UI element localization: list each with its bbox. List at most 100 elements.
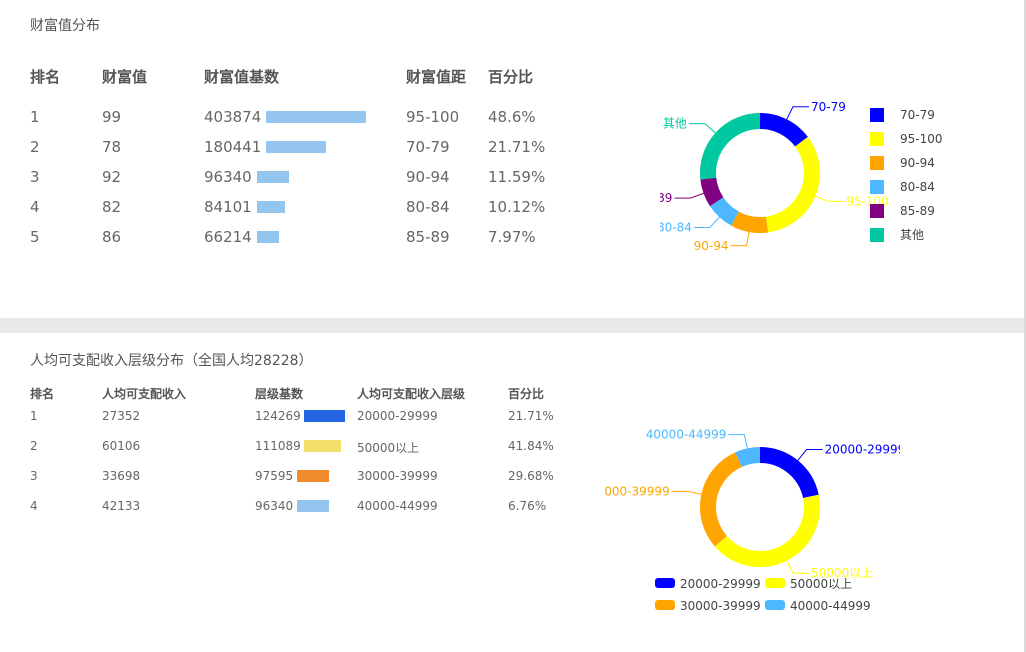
legend-label[interactable]: 50000以上	[790, 577, 852, 591]
legend-swatch[interactable]	[870, 108, 884, 122]
donut-slice[interactable]	[709, 196, 740, 226]
header-level: 人均可支配收入层级	[357, 387, 466, 401]
legend-swatch[interactable]	[765, 600, 785, 610]
legend-swatch[interactable]	[870, 180, 884, 194]
base-cell: 66214	[204, 228, 252, 246]
donut-slice[interactable]	[735, 447, 761, 468]
table-row: 2 78 180441 70-79 21.71%	[30, 138, 590, 168]
donut-slice[interactable]	[700, 177, 724, 207]
legend-swatch[interactable]	[765, 578, 785, 588]
range-cell: 70-79	[406, 138, 450, 156]
donut-slice[interactable]	[759, 113, 808, 147]
header-base: 财富值基数	[204, 68, 280, 86]
value-cell: 86	[102, 228, 122, 246]
legend-label[interactable]: 85-89	[900, 204, 935, 218]
pct-cell: 10.12%	[488, 198, 546, 216]
level-cell: 20000-29999	[357, 409, 438, 423]
header-rank: 排名	[30, 387, 55, 401]
header-range: 财富值距	[406, 68, 467, 86]
legend-label[interactable]: 80-84	[900, 180, 935, 194]
legend-swatch[interactable]	[655, 578, 675, 588]
table-row: 3 92 96340 90-94 11.59%	[30, 168, 590, 198]
base-cell: 84101	[204, 198, 252, 216]
income-panel: 人均可支配收入层级分布（全国人均28228） 排名 人均可支配收入 层级基数 人…	[0, 333, 1024, 652]
slice-label: 50000以上	[811, 566, 873, 580]
legend-swatch[interactable]	[655, 600, 675, 610]
legend-label[interactable]: 90-94	[900, 156, 935, 170]
donut-slice[interactable]	[700, 113, 761, 180]
header-pct: 百分比	[488, 68, 534, 86]
base-bar	[257, 231, 279, 243]
table-row: 4 42133 96340 40000-44999 6.76%	[30, 499, 590, 529]
wealth-title: 财富值分布	[30, 18, 100, 34]
donut-slice[interactable]	[714, 494, 820, 567]
slice-leader-line	[786, 560, 810, 574]
donut-slice[interactable]	[765, 136, 820, 233]
income-donut-chart: 20000-29999 50000以上 000-39999 40000-44999 20…	[604, 428, 900, 613]
slice-label: 85-89	[660, 191, 672, 205]
base-cell: 403874	[204, 108, 262, 126]
donut-slice[interactable]	[759, 447, 819, 499]
base-cell: 124269	[255, 409, 301, 423]
base-cell: 180441	[204, 138, 262, 156]
slice-label: 70-79	[811, 100, 846, 114]
range-cell: 85-89	[406, 228, 450, 246]
legend-label[interactable]: 40000-44999	[790, 599, 871, 613]
level-cell: 30000-39999	[357, 469, 438, 483]
table-row: 2 60106 111089 50000以上 41.84%	[30, 439, 590, 469]
income-cell: 42133	[102, 499, 141, 513]
slice-leader-line	[728, 434, 748, 449]
legend-label[interactable]: 30000-39999	[680, 599, 761, 613]
donut-slice[interactable]	[700, 452, 743, 547]
legend-swatch[interactable]	[870, 204, 884, 218]
base-bar	[266, 141, 326, 153]
wealth-panel: 财富值分布 排名 财富值 财富值基数 财富值距 百分比 1 99 403874 …	[0, 0, 1024, 318]
right-border	[1024, 0, 1026, 652]
base-bar	[266, 111, 366, 123]
slice-leader-line	[815, 195, 845, 202]
base-cell: 96340	[255, 499, 294, 513]
table-row: 3 33698 97595 30000-39999 29.68%	[30, 469, 590, 499]
slice-label: 40000-44999	[646, 428, 727, 442]
legend-label[interactable]: 70-79	[900, 108, 935, 122]
legend-label[interactable]: 20000-29999	[680, 577, 761, 591]
rank-cell: 3	[30, 168, 40, 186]
level-cell: 40000-44999	[357, 499, 438, 513]
legend-label[interactable]: 其他	[900, 228, 924, 242]
legend-swatch[interactable]	[870, 132, 884, 146]
legend-swatch[interactable]	[870, 228, 884, 242]
income-cell: 33698	[102, 469, 141, 483]
slice-label: 90-94	[694, 239, 729, 253]
slice-leader-line	[674, 192, 704, 199]
slice-leader-line	[786, 106, 809, 120]
value-cell: 78	[102, 138, 122, 156]
rank-cell: 3	[30, 469, 38, 483]
slice-leader-line	[693, 216, 720, 228]
pct-cell: 6.76%	[508, 499, 547, 513]
slice-leader-line	[730, 231, 750, 247]
pct-cell: 11.59%	[488, 168, 546, 186]
rank-cell: 5	[30, 228, 40, 246]
header-value: 财富值	[102, 68, 148, 86]
legend-label[interactable]: 95-100	[900, 132, 943, 146]
donut-slice[interactable]	[731, 211, 769, 233]
slice-leader-line	[688, 123, 716, 134]
table-row: 5 86 66214 85-89 7.97%	[30, 228, 590, 258]
range-cell: 90-94	[406, 168, 450, 186]
base-bar	[297, 470, 329, 482]
base-cell: 96340	[204, 168, 252, 186]
value-cell: 99	[102, 108, 122, 126]
income-cell: 60106	[102, 439, 141, 453]
range-cell: 80-84	[406, 198, 450, 216]
base-cell: 111089	[255, 439, 301, 453]
table-row: 4 82 84101 80-84 10.12%	[30, 198, 590, 228]
value-cell: 92	[102, 168, 122, 186]
base-bar	[257, 201, 285, 213]
range-cell: 95-100	[406, 108, 460, 126]
base-cell: 97595	[255, 469, 294, 483]
pct-cell: 41.84%	[508, 439, 554, 453]
legend-swatch[interactable]	[870, 156, 884, 170]
header-pct: 百分比	[508, 387, 545, 401]
rank-cell: 4	[30, 198, 40, 216]
rank-cell: 1	[30, 409, 38, 423]
